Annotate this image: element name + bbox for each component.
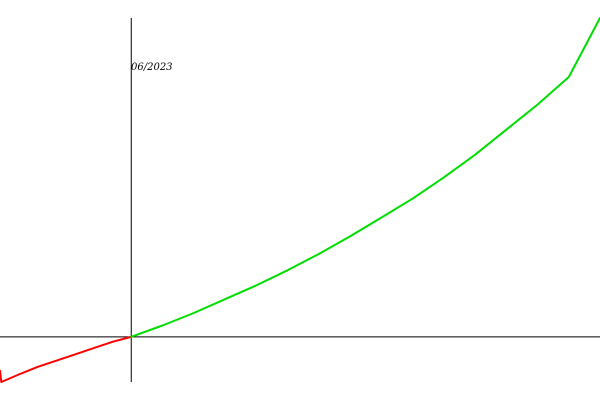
chart-annotation-date: 06/2023 — [131, 62, 173, 73]
series-layer — [0, 17, 600, 383]
series-line-1 — [0, 335, 133, 383]
series-line-2 — [130, 17, 600, 338]
